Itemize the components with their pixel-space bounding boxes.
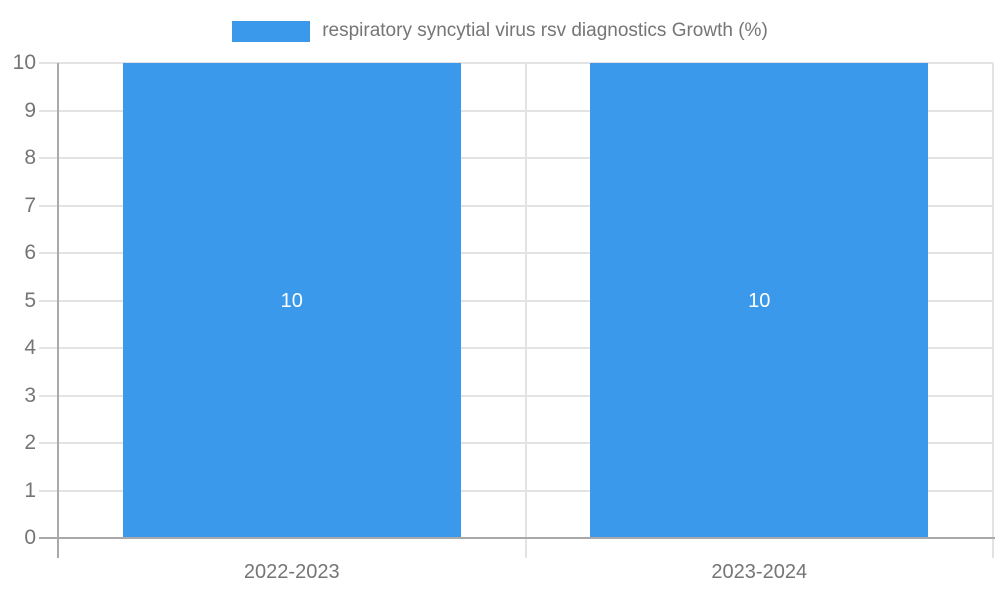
bar [122,63,461,538]
legend-label: respiratory syncytial virus rsv diagnost… [322,20,768,41]
gridline [39,442,993,444]
y-axis-tick-label: 8 [24,146,36,169]
category-boundary-line [992,63,994,558]
x-axis-category-label: 2022-2023 [243,561,340,583]
y-axis-tick-label: 2 [24,431,36,454]
y-axis-tick-label: 3 [24,383,36,407]
y-axis-tick-label: 9 [24,98,36,122]
gridline [39,299,993,302]
legend: respiratory syncytial virus rsv diagnost… [0,14,1000,48]
category-boundary-line [524,63,527,558]
y-axis-tick-label: 5 [24,288,36,312]
gridline [39,489,993,492]
y-axis-tick-label: 1 [24,478,36,502]
bar-value-label: 10 [280,289,303,312]
bar-value-label: 10 [748,289,771,312]
gridline [39,109,993,112]
gridline [39,252,993,254]
legend-swatch [232,20,311,42]
y-axis-tick-label: 10 [12,51,36,74]
y-axis-line [57,63,59,558]
gridline [39,347,993,349]
gridline [39,157,993,159]
bar [590,63,929,538]
y-axis-tick-label: 7 [24,193,36,217]
y-axis-tick-label: 0 [24,526,36,549]
y-axis-tick-label: 6 [24,241,36,264]
y-axis-tick-label: 4 [24,336,36,359]
gridline [39,62,993,64]
x-axis-category-label: 2023-2024 [711,561,808,583]
x-axis-line [39,537,995,539]
gridline [39,204,993,207]
gridline [39,394,993,397]
